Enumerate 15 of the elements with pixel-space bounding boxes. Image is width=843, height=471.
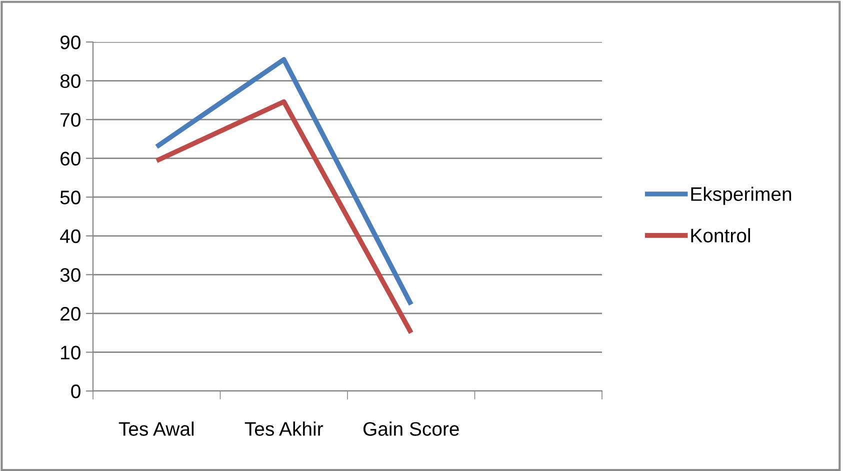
y-tick-label: 60 xyxy=(60,152,80,166)
y-tick-label: 70 xyxy=(60,113,80,127)
y-tick-label: 10 xyxy=(61,346,80,360)
y-tick-label: 30 xyxy=(60,268,80,282)
legend-label: Kontrol xyxy=(691,228,750,242)
y-tick-label: 0 xyxy=(71,384,80,398)
y-tick-label: 80 xyxy=(60,74,80,88)
x-tick-label: Gain Score xyxy=(363,422,459,436)
y-tick-label: 90 xyxy=(60,35,80,50)
y-tick-label: 20 xyxy=(60,306,80,321)
y-tick-label: 40 xyxy=(60,229,80,244)
legend-label: Eksperimen xyxy=(691,186,792,205)
x-tick-label: Tes Akhir xyxy=(244,422,323,436)
x-tick-label: Tes Awal xyxy=(118,422,194,436)
y-tick-label: 50 xyxy=(60,190,80,204)
